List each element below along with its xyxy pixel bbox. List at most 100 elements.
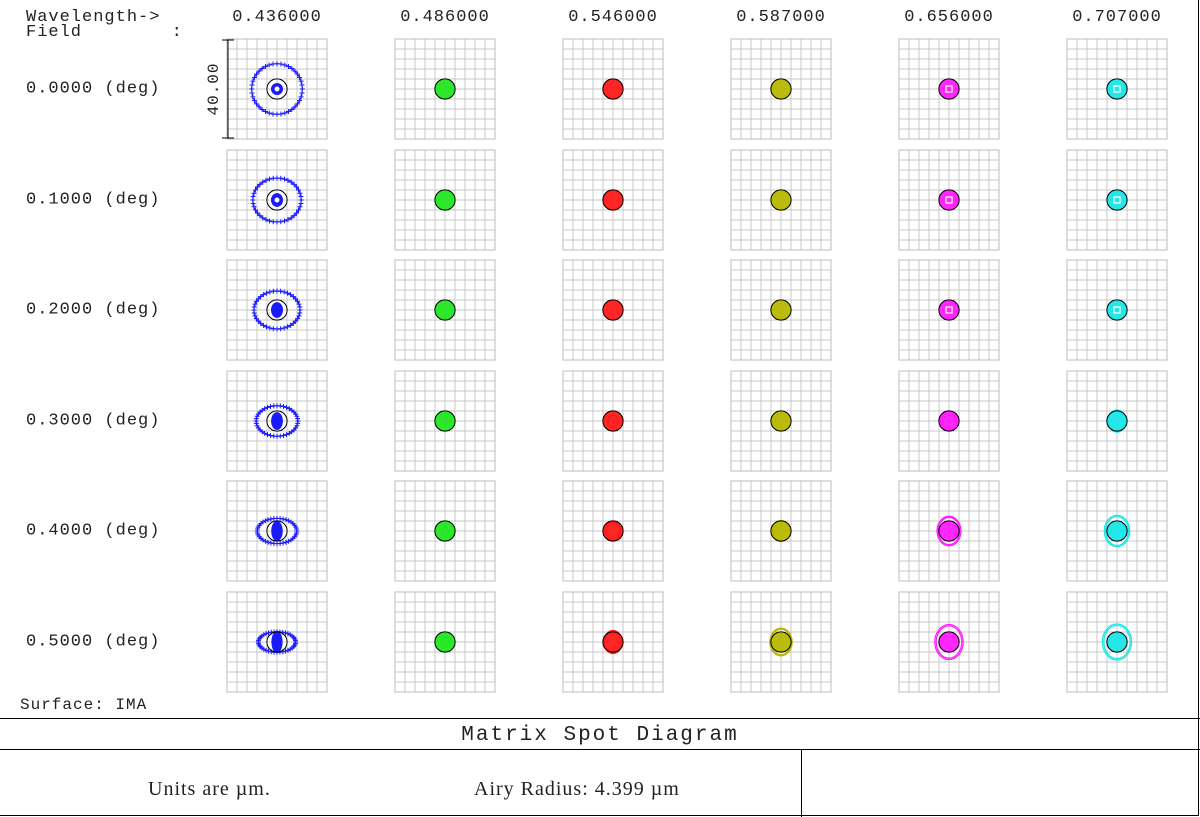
grid-box bbox=[730, 38, 832, 140]
ray-mark bbox=[282, 62, 288, 68]
ray-mark bbox=[297, 190, 303, 196]
airy-circle bbox=[938, 299, 960, 321]
ray-mark bbox=[287, 646, 293, 652]
spot-ring bbox=[936, 515, 962, 547]
ray-mark bbox=[277, 403, 283, 409]
airy-circle bbox=[434, 78, 456, 100]
spot-core bbox=[1106, 189, 1128, 211]
airy-circle bbox=[266, 189, 288, 211]
airy-circle bbox=[434, 189, 456, 211]
airy-circle bbox=[770, 520, 792, 542]
ray-mark bbox=[255, 296, 261, 302]
ray-mark bbox=[251, 190, 257, 196]
ray-mark bbox=[289, 66, 295, 72]
spot-cell bbox=[730, 259, 832, 361]
ray-mark bbox=[257, 181, 263, 187]
ray-mark bbox=[254, 101, 260, 107]
airy-circle bbox=[266, 520, 288, 542]
airy-radius-label: Airy Radius: 4.399 µm bbox=[474, 778, 680, 800]
airy-circle bbox=[434, 520, 456, 542]
spot-core bbox=[434, 520, 456, 542]
grid-box bbox=[1066, 38, 1168, 140]
ray-mark bbox=[298, 200, 304, 206]
ray-mark bbox=[280, 433, 286, 439]
ray-mark bbox=[254, 184, 260, 190]
spot-core bbox=[938, 631, 960, 653]
ray-mark bbox=[297, 97, 303, 103]
spot-core bbox=[938, 520, 960, 542]
ray-mark bbox=[278, 61, 284, 67]
ray-mark bbox=[250, 78, 256, 84]
spot-core bbox=[770, 299, 792, 321]
spot-core bbox=[434, 631, 456, 653]
ray-mark bbox=[254, 423, 260, 429]
spot-cell bbox=[562, 259, 664, 361]
ray-mark bbox=[291, 181, 297, 187]
grid-box bbox=[730, 591, 832, 693]
surface-label: Surface: IMA bbox=[20, 696, 148, 714]
ray-mark bbox=[266, 630, 272, 636]
ray-mark bbox=[299, 82, 305, 88]
spot-cell bbox=[562, 38, 664, 140]
ray-mark bbox=[263, 63, 269, 69]
ray-mark bbox=[282, 110, 288, 116]
spot-core bbox=[938, 189, 960, 211]
spot-cell bbox=[562, 591, 664, 693]
ray-mark bbox=[293, 296, 299, 302]
scale-line bbox=[222, 39, 234, 139]
spot-cell bbox=[226, 38, 328, 140]
ray-mark bbox=[296, 187, 302, 193]
ray-mark bbox=[261, 632, 267, 638]
ray-mark bbox=[260, 292, 266, 298]
ray-mark bbox=[252, 301, 258, 307]
ray-mark bbox=[256, 68, 262, 74]
ray-mark bbox=[286, 538, 292, 544]
ray-mark bbox=[259, 106, 265, 112]
ray-mark bbox=[288, 292, 294, 298]
spot-center bbox=[1113, 196, 1121, 204]
ray-mark bbox=[266, 648, 272, 654]
airy-circle bbox=[434, 410, 456, 432]
field-header: Field : bbox=[26, 23, 183, 42]
grid-box bbox=[1066, 370, 1168, 472]
ray-mark bbox=[297, 75, 303, 81]
airy-circle bbox=[434, 299, 456, 321]
airy-circle bbox=[938, 78, 960, 100]
ray-mark bbox=[282, 648, 288, 654]
grid-box bbox=[562, 370, 664, 472]
ray-mark bbox=[263, 217, 269, 223]
wavelength-label: 0.656000 bbox=[904, 8, 994, 27]
spot-cell bbox=[394, 149, 496, 251]
airy-circle bbox=[266, 410, 288, 432]
ray-mark bbox=[265, 432, 271, 438]
ray-mark bbox=[295, 298, 301, 304]
grid-box bbox=[1066, 591, 1168, 693]
ray-mark bbox=[283, 432, 289, 438]
spot-cell bbox=[898, 259, 1000, 361]
airy-circle bbox=[938, 520, 960, 542]
ray-mark bbox=[284, 324, 290, 330]
airy-circle bbox=[770, 299, 792, 321]
grid-box bbox=[1066, 259, 1168, 361]
spot-cell bbox=[394, 370, 496, 472]
spot-ring bbox=[250, 175, 304, 225]
ray-mark bbox=[266, 62, 272, 68]
airy-circle bbox=[1106, 189, 1128, 211]
spot-cell bbox=[730, 591, 832, 693]
ring-outline bbox=[934, 623, 964, 661]
ray-mark bbox=[294, 210, 300, 216]
ray-mark bbox=[252, 207, 258, 213]
spot-core bbox=[602, 410, 624, 432]
ray-mark bbox=[268, 433, 274, 439]
ray-mark bbox=[263, 647, 269, 653]
spot-cell bbox=[1066, 259, 1168, 361]
ray-mark bbox=[263, 177, 269, 183]
spot-cell bbox=[394, 259, 496, 361]
ray-mark bbox=[288, 215, 294, 221]
wavelength-header: Wavelength-> bbox=[26, 8, 161, 27]
spot-center bbox=[274, 197, 280, 203]
grid-box bbox=[226, 259, 328, 361]
ray-mark bbox=[294, 101, 300, 107]
ray-mark bbox=[255, 318, 261, 324]
chart-title: Matrix Spot Diagram bbox=[461, 724, 739, 747]
